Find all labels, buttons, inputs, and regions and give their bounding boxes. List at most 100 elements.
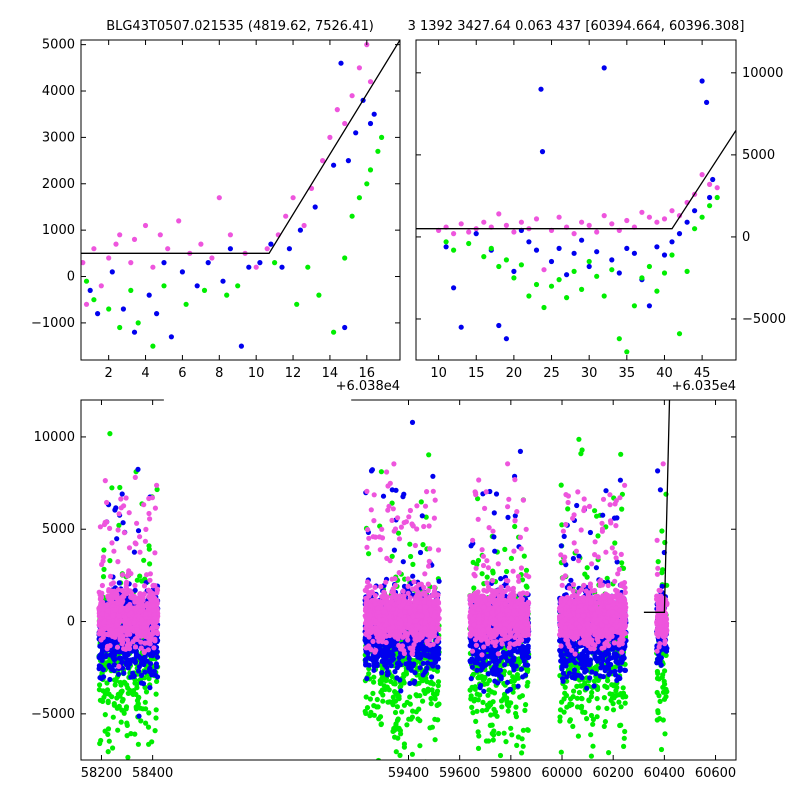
data-point xyxy=(396,643,401,648)
data-point xyxy=(430,725,435,730)
data-point xyxy=(557,215,562,220)
data-point xyxy=(131,620,136,625)
data-point xyxy=(154,311,159,316)
data-point xyxy=(379,670,384,675)
data-point xyxy=(549,284,554,289)
data-point xyxy=(429,630,434,635)
data-point xyxy=(152,583,157,588)
data-point xyxy=(477,692,482,697)
data-point xyxy=(134,521,139,526)
plot-area xyxy=(416,65,736,354)
data-point xyxy=(180,269,185,274)
data-point xyxy=(154,483,159,488)
data-point xyxy=(128,731,133,736)
data-point xyxy=(572,251,577,256)
data-point xyxy=(707,203,712,208)
data-point xyxy=(363,711,368,716)
x-tick-label: 30 xyxy=(581,366,598,381)
data-point xyxy=(393,526,398,531)
data-point xyxy=(436,683,441,688)
data-point xyxy=(335,107,340,112)
data-point xyxy=(505,680,510,685)
data-point xyxy=(367,583,372,588)
x-tick-label: 25 xyxy=(543,366,560,381)
data-point xyxy=(481,220,486,225)
data-point xyxy=(143,700,148,705)
data-point xyxy=(420,513,425,518)
data-point xyxy=(498,576,503,581)
data-point xyxy=(491,732,496,737)
data-point xyxy=(469,543,474,548)
data-point xyxy=(408,508,413,513)
data-point xyxy=(557,277,562,282)
data-point xyxy=(480,571,485,576)
data-point xyxy=(432,516,437,521)
data-point xyxy=(388,599,393,604)
data-point xyxy=(105,603,110,608)
data-point xyxy=(375,606,380,611)
data-point xyxy=(432,717,437,722)
data-point xyxy=(117,232,122,237)
data-point xyxy=(116,692,121,697)
data-point xyxy=(128,288,133,293)
data-point xyxy=(127,661,132,666)
plot-area xyxy=(80,40,400,349)
data-point xyxy=(342,255,347,260)
data-point xyxy=(426,452,431,457)
data-point xyxy=(504,569,509,574)
data-point xyxy=(111,580,116,585)
data-point xyxy=(420,699,425,704)
data-point xyxy=(437,579,442,584)
data-point xyxy=(141,603,146,608)
data-point xyxy=(153,506,158,511)
data-point xyxy=(412,608,417,613)
data-point xyxy=(176,218,181,223)
data-point xyxy=(410,752,415,757)
data-point xyxy=(139,617,144,622)
y-tick-label: 10000 xyxy=(742,66,783,81)
data-point xyxy=(158,232,163,237)
data-point xyxy=(704,100,709,105)
data-point xyxy=(150,265,155,270)
data-point xyxy=(407,660,412,665)
data-point xyxy=(436,701,441,706)
data-point xyxy=(155,655,160,660)
data-point xyxy=(100,612,105,617)
data-point xyxy=(265,246,270,251)
data-point xyxy=(121,306,126,311)
data-point xyxy=(609,257,614,262)
data-point xyxy=(109,588,114,593)
data-point xyxy=(399,621,404,626)
data-point xyxy=(384,652,389,657)
data-point xyxy=(161,260,166,265)
data-point xyxy=(372,713,377,718)
data-point xyxy=(127,510,132,515)
data-point xyxy=(444,239,449,244)
data-point xyxy=(331,163,336,168)
data-point xyxy=(419,499,424,504)
data-point xyxy=(342,121,347,126)
data-point xyxy=(408,618,413,623)
data-point xyxy=(150,344,155,349)
data-point xyxy=(135,578,140,583)
data-point xyxy=(143,539,148,544)
data-point xyxy=(491,570,496,575)
data-point xyxy=(506,708,511,713)
data-point xyxy=(381,609,386,614)
data-point xyxy=(647,215,652,220)
data-point xyxy=(471,585,476,590)
data-point xyxy=(427,559,432,564)
data-point xyxy=(406,514,411,519)
data-point xyxy=(338,61,343,66)
x-tick-label: 8 xyxy=(215,366,223,381)
data-point xyxy=(124,721,129,726)
data-point xyxy=(152,620,157,625)
model-line xyxy=(81,40,400,253)
data-point xyxy=(473,719,478,724)
data-point xyxy=(481,254,486,259)
data-point xyxy=(521,744,526,749)
data-point xyxy=(392,576,397,581)
data-point xyxy=(132,330,137,335)
data-point xyxy=(429,701,434,706)
